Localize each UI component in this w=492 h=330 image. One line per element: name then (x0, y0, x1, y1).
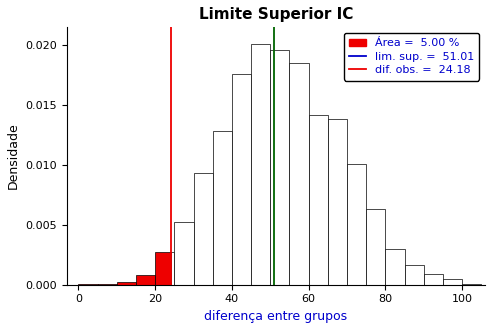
Bar (117, 282, 136, 285)
Bar (308, 115, 328, 285)
Bar (443, 280, 462, 285)
Legend: Área =  5.00 %, lim. sup. =  51.01, dif. obs. =  24.18: Área = 5.00 %, lim. sup. = 51.01, dif. o… (343, 33, 480, 81)
Bar (270, 50, 289, 285)
Bar (97, 284, 117, 285)
Bar (366, 209, 385, 285)
Title: Limite Superior IC: Limite Superior IC (199, 7, 353, 22)
Bar (251, 44, 270, 285)
Bar (404, 265, 424, 285)
Bar (193, 173, 213, 285)
Bar (462, 283, 481, 285)
Bar (328, 119, 347, 285)
Bar (155, 252, 171, 285)
Bar (79, 284, 97, 285)
Bar (232, 74, 251, 285)
Bar (347, 164, 366, 285)
Bar (289, 63, 308, 285)
Bar (213, 131, 232, 285)
Bar (174, 222, 193, 285)
Bar (136, 275, 155, 285)
X-axis label: diferença entre grupos: diferença entre grupos (205, 310, 347, 323)
Bar (385, 249, 404, 285)
Bar (171, 252, 174, 285)
Bar (424, 274, 443, 285)
Y-axis label: Densidade: Densidade (7, 123, 20, 189)
